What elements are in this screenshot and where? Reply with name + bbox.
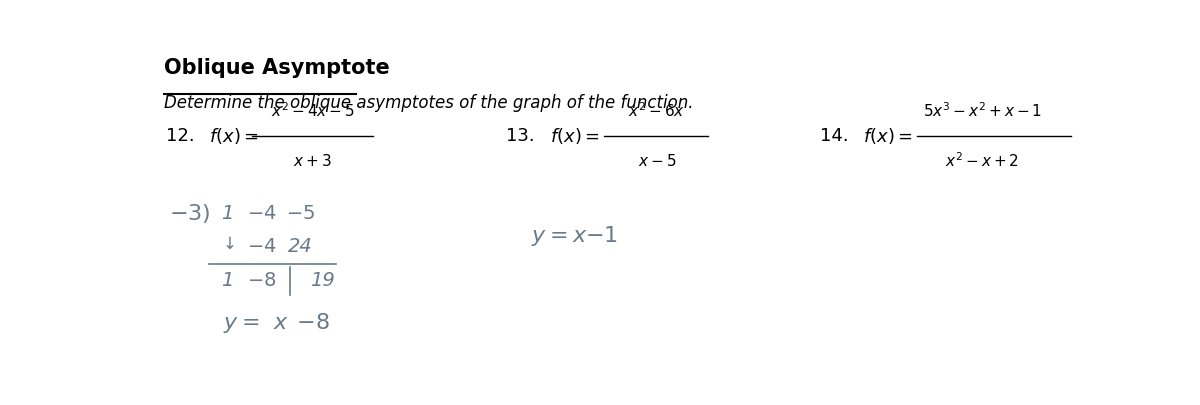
Text: 13.: 13.: [506, 127, 535, 145]
Text: $-8$: $-8$: [247, 271, 276, 290]
Text: 14.: 14.: [820, 127, 848, 145]
Text: Oblique Asymptote: Oblique Asymptote: [164, 58, 390, 78]
Text: 19: 19: [310, 271, 335, 290]
Text: $x+3$: $x+3$: [294, 153, 332, 169]
Text: 1: 1: [221, 271, 233, 290]
Text: $y{=}x{-}1$: $y{=}x{-}1$: [532, 224, 618, 248]
Text: 1: 1: [221, 205, 233, 224]
Text: $f(x) =$: $f(x) =$: [209, 126, 258, 146]
Text: $x^{2}-4x-5$: $x^{2}-4x-5$: [271, 102, 355, 120]
Text: 24: 24: [288, 237, 313, 256]
Text: $-4$: $-4$: [247, 237, 276, 256]
Text: $f(x) =$: $f(x) =$: [550, 126, 600, 146]
Text: $5x^{3}-x^{2}+x-1$: $5x^{3}-x^{2}+x-1$: [923, 102, 1042, 120]
Text: $-3)$: $-3)$: [168, 202, 210, 225]
Text: $x^{2}-6x$: $x^{2}-6x$: [629, 102, 685, 120]
Text: $x-5$: $x-5$: [637, 153, 676, 169]
Text: Determine the oblique asymptotes of the graph of the function.: Determine the oblique asymptotes of the …: [164, 94, 694, 112]
Text: $f(x) =$: $f(x) =$: [863, 126, 913, 146]
Text: $\downarrow$: $\downarrow$: [220, 234, 235, 252]
Text: $-4$: $-4$: [247, 205, 276, 224]
Text: $x^{2}-x+2$: $x^{2}-x+2$: [946, 151, 1019, 170]
Text: $y = \;\, x \;\, {-}8$: $y = \;\, x \;\, {-}8$: [222, 311, 329, 335]
Text: 12.: 12.: [166, 127, 194, 145]
Text: $-5$: $-5$: [286, 205, 316, 224]
